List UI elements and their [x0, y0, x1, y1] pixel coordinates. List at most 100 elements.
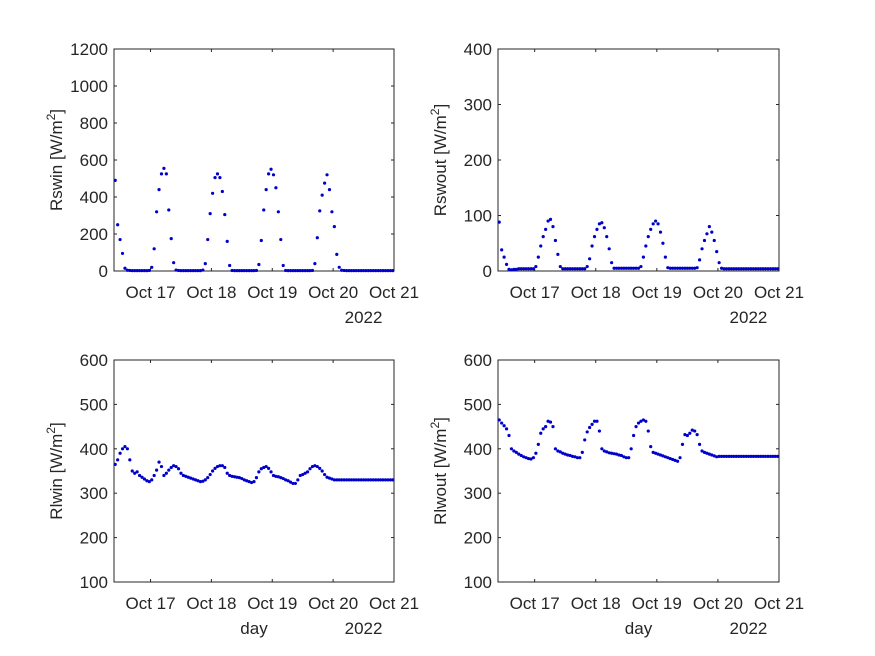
rlwout-point: [693, 429, 697, 433]
rswin-point: [162, 166, 166, 170]
rlwin-xlabel: day: [240, 619, 268, 638]
rswin-point: [237, 269, 241, 273]
rswout-chart: 0 100 200 300 400 Oct 17 Oct 18 Oct 19 Oct 20 Oct…: [428, 40, 804, 327]
rswin-point: [330, 210, 334, 214]
rlwin-point: [135, 470, 139, 474]
rlwin-point: [252, 480, 256, 484]
rlwin-series: [113, 444, 395, 486]
rlwin-point: [211, 469, 215, 473]
rswin-point: [186, 269, 190, 273]
rswin-point: [174, 268, 178, 272]
rlwout-point: [578, 456, 582, 460]
rswout-point: [700, 247, 704, 251]
rswin-point: [125, 268, 129, 272]
rswin-point: [240, 269, 244, 273]
rswin-point: [315, 236, 319, 240]
rswout-ytick-label: 100: [464, 207, 492, 226]
rswin-axes-box: [113, 48, 395, 272]
rlwout-point: [597, 429, 602, 433]
rswout-point: [590, 244, 594, 248]
rswout-point: [690, 266, 694, 270]
rlwin-point: [349, 478, 353, 482]
rlwin-point: [167, 468, 171, 472]
rswout-point: [600, 221, 604, 225]
rlwin-ytick-label: 100: [80, 573, 108, 592]
rlwin-point: [305, 470, 310, 474]
rswin-point: [359, 269, 363, 273]
rswin-point: [388, 269, 392, 273]
rswin-xtick-label: Oct 18: [186, 283, 236, 302]
rswin-point: [133, 269, 137, 273]
rlwin-point: [371, 478, 375, 482]
rlwin-point: [267, 466, 271, 470]
rlwout-point: [561, 451, 565, 455]
rlwin-point: [118, 451, 122, 455]
rswout-point: [636, 266, 641, 270]
rlwin-ylabel: Rlwin [W/m2]: [44, 422, 66, 519]
rswout-point: [663, 255, 667, 259]
rswout-ylabel-text: Rswout [W/m: [431, 115, 450, 216]
rlwout-point: [500, 421, 504, 425]
rswout-point: [558, 264, 562, 269]
rlwout-point: [588, 425, 592, 430]
rswin-ylabel-close: ]: [47, 109, 66, 114]
rswout-point: [622, 266, 626, 270]
rswout-point: [729, 267, 733, 271]
rlwout-point: [536, 442, 540, 446]
rlwout-xtick-label: Oct 19: [632, 594, 682, 613]
rlwout-point: [651, 450, 655, 454]
rlwout-ytick-label: 400: [464, 440, 492, 459]
rlwout-point: [529, 457, 533, 461]
rswin-point: [167, 208, 171, 212]
rswin-point: [230, 268, 234, 273]
rswout-point: [595, 227, 599, 231]
rlwout-point: [512, 449, 516, 453]
rlwin-ylabel-sup: 2: [44, 427, 58, 434]
rlwout-point: [710, 453, 714, 457]
rlwout-point: [624, 456, 628, 460]
rlwout-point: [729, 454, 733, 458]
rswin-ytick-label: 400: [80, 188, 108, 207]
rlwin-point: [296, 478, 300, 482]
rlwout-point: [553, 447, 558, 451]
rswin-point: [296, 269, 300, 273]
rswout-point: [500, 248, 504, 252]
rswin-point: [242, 269, 246, 273]
rswin-year-label: 2022: [345, 308, 383, 327]
rswin-ylabel-sup: 2: [44, 113, 58, 120]
rswin-point: [118, 237, 122, 242]
rlwin-point: [271, 473, 276, 478]
rswout-point: [524, 267, 528, 271]
rlwin-point: [379, 478, 383, 482]
rlwin-point: [215, 464, 220, 469]
rlwin-point: [198, 480, 203, 484]
rlwin-point: [191, 477, 195, 481]
rswout-point: [739, 267, 743, 271]
rswin-point: [164, 172, 168, 176]
rlwin-point: [228, 473, 232, 478]
rswin-ylabel-text: Rswin [W/m: [47, 120, 66, 211]
rswout-point: [563, 267, 567, 271]
rlwout-point: [556, 449, 560, 453]
rlwout-point: [612, 452, 616, 456]
rlwout-point: [575, 456, 580, 460]
rlwin-point: [159, 464, 164, 469]
rlwin-point: [366, 478, 371, 482]
rlwout-point: [727, 454, 731, 458]
rswout-point: [722, 267, 726, 271]
rswout-point: [768, 267, 773, 271]
rswout-point: [614, 266, 619, 270]
rswin-point: [211, 191, 215, 195]
rlwout-point: [558, 450, 562, 454]
rswout-point: [680, 266, 685, 270]
rlwin-point: [247, 480, 251, 484]
rswout-point: [529, 267, 533, 271]
rlwin-point: [223, 465, 227, 470]
rswin-point: [369, 269, 373, 273]
rlwout-point: [678, 456, 682, 460]
rlwout-point: [585, 430, 589, 434]
rlwin-point: [184, 474, 188, 478]
rlwout-point: [746, 454, 751, 458]
rlwout-point: [610, 451, 614, 455]
rswout-point: [656, 222, 660, 226]
